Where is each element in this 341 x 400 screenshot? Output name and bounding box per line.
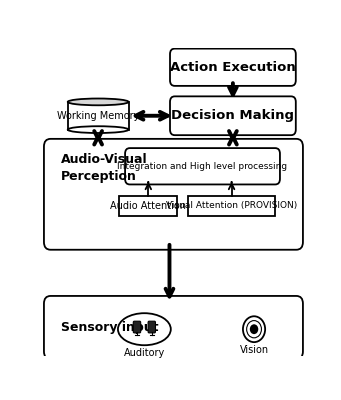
Text: Integration and High level processing: Integration and High level processing: [117, 162, 287, 171]
FancyBboxPatch shape: [119, 196, 177, 216]
FancyBboxPatch shape: [170, 96, 296, 135]
FancyBboxPatch shape: [188, 196, 275, 216]
Ellipse shape: [68, 98, 129, 105]
FancyBboxPatch shape: [133, 321, 141, 333]
Text: Action Execution: Action Execution: [170, 61, 296, 74]
Circle shape: [243, 316, 265, 342]
Text: Audio Attention: Audio Attention: [110, 201, 186, 211]
Bar: [68, 102, 129, 130]
Text: Audio-Visual
Perception: Audio-Visual Perception: [61, 153, 148, 183]
Text: Auditory: Auditory: [124, 348, 165, 358]
Text: Working Memory: Working Memory: [57, 111, 139, 121]
Text: Sensory input: Sensory input: [61, 321, 159, 334]
Ellipse shape: [68, 126, 129, 133]
FancyBboxPatch shape: [170, 49, 296, 86]
FancyBboxPatch shape: [148, 321, 155, 333]
FancyBboxPatch shape: [44, 296, 303, 359]
FancyBboxPatch shape: [44, 139, 303, 250]
FancyBboxPatch shape: [125, 148, 280, 184]
Ellipse shape: [118, 313, 171, 345]
Text: Visual Attention (PROVISION): Visual Attention (PROVISION): [166, 201, 297, 210]
Text: Decision Making: Decision Making: [172, 109, 294, 122]
Text: Vision: Vision: [239, 345, 269, 355]
Circle shape: [250, 324, 258, 334]
Circle shape: [247, 320, 262, 338]
